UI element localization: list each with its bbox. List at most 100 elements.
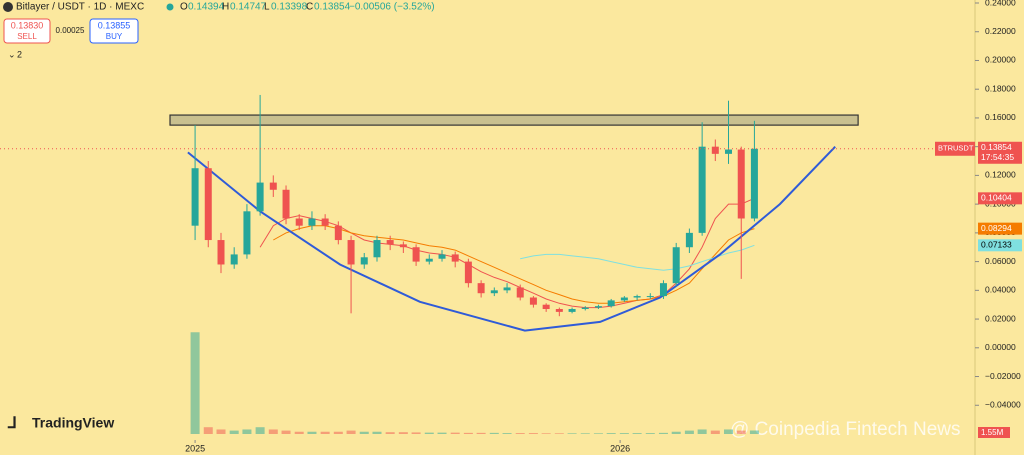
resistance-zone	[169, 114, 859, 126]
volume-bar	[255, 427, 265, 434]
buy-price[interactable]: 0.13855	[98, 20, 131, 30]
h-label: H	[222, 2, 229, 13]
candle-body	[230, 254, 238, 265]
candle-body	[672, 247, 680, 284]
volume-bar	[593, 433, 603, 434]
buy-label[interactable]: BUY	[106, 32, 123, 41]
ma-price-label: 0.08294	[981, 223, 1012, 233]
sell-label[interactable]: SELL	[17, 32, 37, 41]
y-tick-label: 0.12000	[985, 170, 1016, 180]
candle-body	[542, 304, 550, 310]
candle-body	[568, 309, 576, 312]
candle-body	[516, 287, 524, 298]
candle-body	[399, 244, 407, 248]
ma-price-label: 0.07133	[981, 240, 1012, 250]
candle-body	[529, 297, 537, 305]
c-value: 0.13854	[314, 2, 351, 13]
candle-body	[594, 306, 602, 308]
moving-average	[273, 225, 755, 304]
volume-bar	[489, 432, 499, 434]
candle-body	[308, 218, 316, 226]
candle-body	[659, 283, 667, 297]
volume-bar	[749, 430, 759, 434]
y-tick-label: −0.04000	[985, 400, 1021, 410]
y-tick-label: −0.02000	[985, 371, 1021, 381]
candle-body	[711, 146, 719, 154]
candle-body	[438, 254, 446, 259]
sell-price[interactable]: 0.13830	[11, 20, 44, 30]
y-tick-label: 0.00000	[985, 342, 1016, 352]
y-tick-label: 0.20000	[985, 55, 1016, 65]
collapse-arrow[interactable]: ⌄	[8, 49, 16, 59]
candle-body	[243, 211, 251, 255]
volume-bar	[242, 429, 252, 434]
volume-tag	[978, 427, 1010, 438]
volume-bar	[736, 430, 746, 434]
candle-body	[490, 290, 498, 294]
volume-bar	[307, 431, 317, 434]
y-tick-label: 0.22000	[985, 26, 1016, 36]
candle-body	[737, 149, 745, 219]
volume-bar	[645, 433, 655, 434]
volume-bar	[190, 332, 200, 434]
spread: 0.00025	[56, 26, 85, 35]
cup-curve	[187, 146, 836, 332]
ma-price-tag	[978, 239, 1022, 252]
y-tick-label: 0.18000	[985, 83, 1016, 93]
volume-bar	[229, 430, 239, 434]
sell-button[interactable]	[3, 18, 51, 44]
y-tick-label: 0.02000	[985, 313, 1016, 323]
candle-body	[269, 182, 277, 190]
candle-body	[477, 283, 485, 294]
buy-button[interactable]	[89, 18, 139, 44]
l-label: L	[264, 2, 270, 13]
last-price-label: 0.13854	[981, 142, 1012, 152]
moving-average	[259, 197, 755, 309]
x-tick-label: 2026	[610, 443, 630, 453]
candle-body	[451, 254, 459, 262]
candle-body	[360, 257, 368, 265]
indicator-count[interactable]: 2	[17, 49, 22, 59]
candle-body	[555, 309, 563, 312]
candle-body	[581, 307, 589, 310]
volume-bar	[385, 432, 395, 434]
volume-bar	[411, 432, 421, 434]
candle-body	[347, 240, 355, 265]
candle-body	[620, 297, 628, 301]
volume-bar	[437, 432, 447, 434]
volume-bar	[710, 430, 720, 434]
source-watermark: @ Coinpedia Fintech News	[730, 419, 961, 440]
last-price-box	[935, 141, 975, 156]
change: −0.00506 (−3.52%)	[349, 2, 435, 13]
h-value: 0.14747	[230, 2, 267, 13]
candle-body	[204, 168, 212, 241]
candle-body	[191, 168, 199, 226]
volume-bar	[424, 432, 434, 434]
y-tick-label: 0.06000	[985, 256, 1016, 266]
volume-bar	[567, 433, 577, 434]
volume-bar	[359, 431, 369, 434]
candle-body	[464, 261, 472, 284]
volume-bar	[346, 430, 356, 434]
status-dot	[166, 3, 174, 11]
o-value: 0.14394	[188, 2, 225, 13]
candle-body	[412, 247, 420, 262]
candle-body	[750, 148, 758, 219]
y-tick-label: 0.04000	[985, 285, 1016, 295]
ma-price-tag	[978, 222, 1022, 235]
volume-bar	[580, 433, 590, 434]
last-price-tag	[978, 141, 1022, 164]
symbol-icon	[3, 2, 13, 12]
candle-body	[256, 182, 264, 212]
volume-bar	[684, 430, 694, 434]
candle-body	[646, 296, 654, 298]
last-symbol: BTRUSDT	[938, 144, 974, 153]
volume-bar	[281, 430, 291, 434]
candle-body	[724, 149, 732, 154]
volume-bar	[697, 429, 707, 434]
candle-body	[607, 300, 615, 307]
volume-bar	[632, 433, 642, 434]
